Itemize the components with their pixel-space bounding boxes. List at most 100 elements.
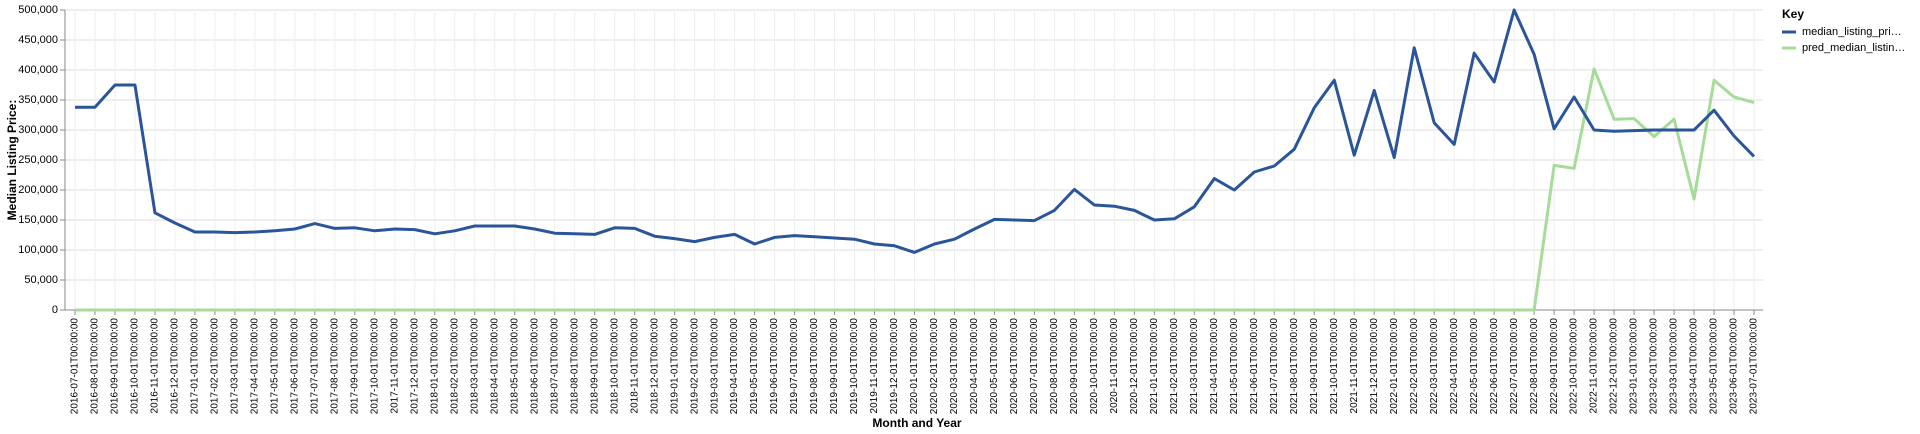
x-tick-label: 2022-01-01T00:00:00 [1389,318,1400,415]
x-tick-label: 2018-06-01T00:00:00 [529,318,540,415]
x-tick-label: 2022-09-01T00:00:00 [1549,318,1560,415]
x-tick-label: 2022-12-01T00:00:00 [1609,318,1620,415]
x-tick-label: 2017-08-01T00:00:00 [329,318,340,415]
x-tick-label: 2016-09-01T00:00:00 [110,318,121,415]
x-tick-label: 2021-07-01T00:00:00 [1269,318,1280,415]
x-tick-label: 2023-06-01T00:00:00 [1729,318,1740,415]
x-tick-label: 2020-12-01T00:00:00 [1129,318,1140,415]
x-tick-label: 2018-02-01T00:00:00 [449,318,460,415]
x-tick-label: 2017-11-01T00:00:00 [389,318,400,414]
x-tick-label: 2020-03-01T00:00:00 [949,318,960,415]
x-tick-label: 2017-07-01T00:00:00 [309,318,320,415]
y-tick-label: 450,000 [18,34,58,46]
x-tick-label: 2016-10-01T00:00:00 [130,318,141,415]
x-tick-label: 2019-03-01T00:00:00 [709,318,720,415]
x-tick-label: 2018-11-01T00:00:00 [629,318,640,414]
x-tick-label: 2022-11-01T00:00:00 [1589,318,1600,414]
y-tick-label: 50,000 [24,274,58,286]
legend-label: median_listing_pri… [1802,26,1902,38]
x-tick-label: 2020-06-01T00:00:00 [1009,318,1020,415]
y-tick-label: 0 [52,304,58,316]
x-tick-label: 2021-11-01T00:00:00 [1349,318,1360,414]
x-tick-label: 2018-05-01T00:00:00 [509,318,520,415]
x-tick-label: 2023-05-01T00:00:00 [1709,318,1720,415]
y-tick-label: 250,000 [18,154,58,166]
x-tick-label: 2017-06-01T00:00:00 [290,318,301,415]
x-tick-label: 2018-09-01T00:00:00 [589,318,600,415]
x-tick-label: 2023-01-01T00:00:00 [1629,318,1640,415]
x-tick-label: 2020-11-01T00:00:00 [1109,318,1120,414]
x-tick-label: 2021-09-01T00:00:00 [1309,318,1320,415]
x-tick-label: 2019-04-01T00:00:00 [729,318,740,415]
x-tick-label: 2017-03-01T00:00:00 [230,318,241,415]
series-line [75,8,1756,254]
x-tick-label: 2020-08-01T00:00:00 [1049,318,1060,415]
x-tick-label: 2022-05-01T00:00:00 [1469,318,1480,415]
legend-label: pred_median_listin… [1802,42,1905,54]
x-tick-label: 2023-03-01T00:00:00 [1669,318,1680,415]
x-tick-label: 2017-09-01T00:00:00 [349,318,360,415]
x-tick-label: 2023-07-01T00:00:00 [1749,318,1760,415]
x-tick-label: 2016-07-01T00:00:00 [70,318,81,415]
x-tick-label: 2021-04-01T00:00:00 [1209,318,1220,415]
x-axis-title: Month and Year [872,416,961,430]
x-tick-label: 2019-11-01T00:00:00 [869,318,880,414]
x-tick-label: 2021-03-01T00:00:00 [1189,318,1200,415]
x-tick-label: 2021-08-01T00:00:00 [1289,318,1300,415]
x-tick-label: 2019-09-01T00:00:00 [829,318,840,415]
series-line [75,67,1755,312]
x-tick-label: 2021-12-01T00:00:00 [1369,318,1380,415]
x-tick-label: 2017-12-01T00:00:00 [409,318,420,415]
x-tick-label: 2019-06-01T00:00:00 [769,318,780,415]
x-tick-label: 2019-02-01T00:00:00 [689,318,700,415]
x-tick-label: 2020-07-01T00:00:00 [1029,318,1040,415]
y-tick-label: 400,000 [18,64,58,76]
x-tick-label: 2019-01-01T00:00:00 [669,318,680,415]
x-tick-label: 2017-01-01T00:00:00 [190,318,201,415]
x-tick-label: 2022-06-01T00:00:00 [1489,318,1500,415]
x-tick-label: 2023-02-01T00:00:00 [1649,318,1660,415]
x-tick-label: 2022-04-01T00:00:00 [1449,318,1460,415]
legend-title: Key [1782,7,1804,21]
x-tick-label: 2020-01-01T00:00:00 [909,318,920,415]
x-tick-label: 2018-10-01T00:00:00 [609,318,620,415]
y-tick-label: 200,000 [18,184,58,196]
x-tick-label: 2019-12-01T00:00:00 [889,318,900,415]
x-tick-label: 2022-10-01T00:00:00 [1569,318,1580,415]
x-tick-label: 2016-08-01T00:00:00 [90,318,101,415]
x-tick-label: 2018-04-01T00:00:00 [489,318,500,415]
x-tick-label: 2016-11-01T00:00:00 [150,318,161,414]
x-tick-label: 2017-05-01T00:00:00 [270,318,281,415]
x-tick-label: 2022-07-01T00:00:00 [1509,318,1520,415]
x-tick-label: 2020-10-01T00:00:00 [1089,318,1100,415]
x-tick-label: 2018-01-01T00:00:00 [429,318,440,415]
x-tick-label: 2021-05-01T00:00:00 [1229,318,1240,415]
x-tick-label: 2019-05-01T00:00:00 [749,318,760,415]
x-tick-label: 2017-02-01T00:00:00 [210,318,221,415]
x-tick-label: 2021-06-01T00:00:00 [1249,318,1260,415]
x-tick-label: 2022-08-01T00:00:00 [1529,318,1540,415]
x-tick-label: 2018-12-01T00:00:00 [649,318,660,415]
x-tick-label: 2021-10-01T00:00:00 [1329,318,1340,415]
x-tick-label: 2018-07-01T00:00:00 [549,318,560,415]
y-tick-label: 350,000 [18,94,58,106]
x-tick-label: 2019-10-01T00:00:00 [849,318,860,415]
x-tick-label: 2017-04-01T00:00:00 [250,318,261,415]
x-tick-label: 2023-04-01T00:00:00 [1689,318,1700,415]
x-tick-label: 2020-04-01T00:00:00 [969,318,980,415]
y-tick-label: 100,000 [18,244,58,256]
y-tick-label: 150,000 [18,214,58,226]
x-tick-label: 2017-10-01T00:00:00 [369,318,380,415]
x-tick-label: 2022-03-01T00:00:00 [1429,318,1440,415]
x-tick-label: 2018-08-01T00:00:00 [569,318,580,415]
x-tick-label: 2022-02-01T00:00:00 [1409,318,1420,415]
x-tick-label: 2021-01-01T00:00:00 [1149,318,1160,415]
y-axis-title: Median Listing Price: [5,100,19,221]
x-tick-label: 2018-03-01T00:00:00 [469,318,480,415]
x-tick-label: 2016-12-01T00:00:00 [170,318,181,415]
x-tick-label: 2019-08-01T00:00:00 [809,318,820,415]
x-tick-label: 2020-05-01T00:00:00 [989,318,1000,415]
x-tick-label: 2020-02-01T00:00:00 [929,318,940,415]
